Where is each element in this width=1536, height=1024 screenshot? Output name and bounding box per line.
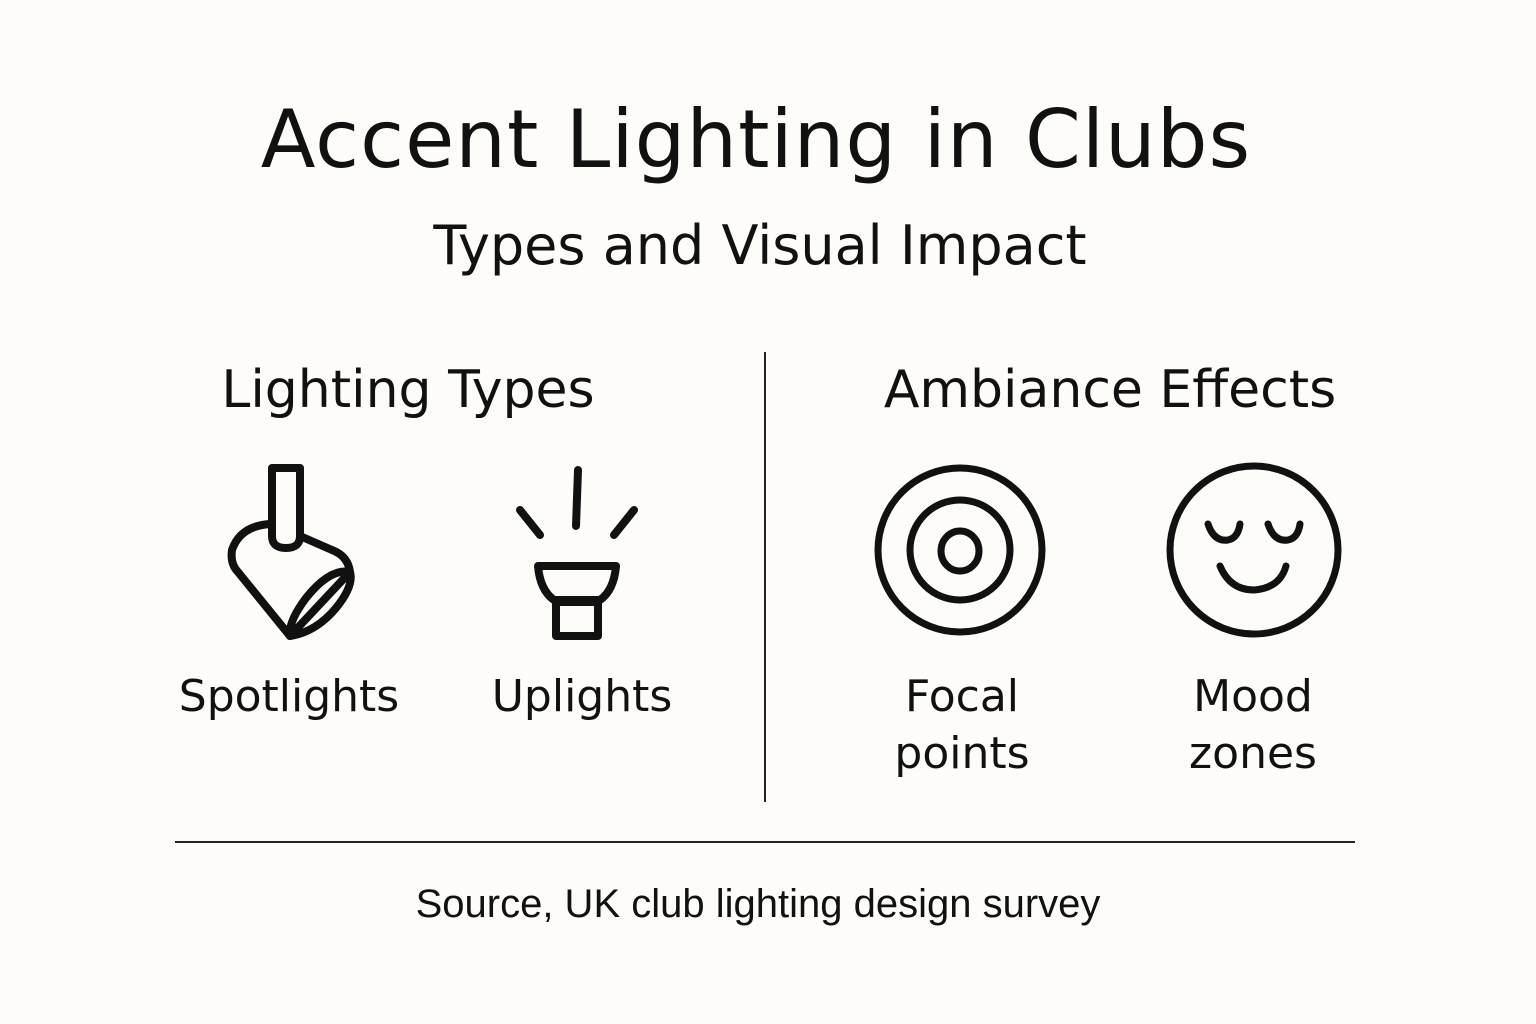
label-spotlights: Spotlights bbox=[178, 671, 400, 722]
label-focal-points: Focal points bbox=[894, 668, 1029, 782]
spotlight-icon bbox=[227, 464, 355, 640]
calm-face-icon bbox=[1166, 462, 1342, 638]
vertical-divider bbox=[764, 352, 766, 802]
label-mood-zones: Mood zones bbox=[1189, 668, 1317, 782]
horizontal-divider bbox=[175, 841, 1355, 843]
label-line: Focal bbox=[904, 671, 1020, 722]
target-icon bbox=[874, 464, 1046, 636]
source-note: Source, UK club lighting design survey bbox=[415, 882, 1101, 926]
label-line: Mood bbox=[1193, 671, 1313, 722]
label-line: points bbox=[894, 728, 1030, 780]
section-title-lighting-types: Lighting Types bbox=[221, 360, 595, 420]
label-line: zones bbox=[1189, 728, 1317, 780]
section-title-ambiance-effects: Ambiance Effects bbox=[883, 360, 1337, 420]
uplight-icon bbox=[516, 466, 638, 640]
label-uplights: Uplights bbox=[491, 671, 673, 722]
page-title: Accent Lighting in Clubs bbox=[260, 93, 1252, 186]
page-subtitle: Types and Visual Impact bbox=[433, 214, 1087, 277]
